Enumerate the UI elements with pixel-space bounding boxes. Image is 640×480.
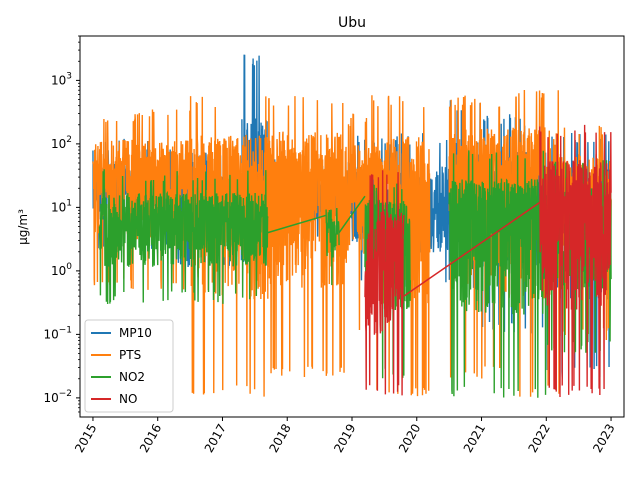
series-no bbox=[364, 124, 612, 398]
chart-title: Ubu bbox=[338, 15, 366, 31]
legend-label-pts: PTS bbox=[119, 348, 141, 362]
legend-label-no: NO bbox=[119, 392, 137, 406]
legend-label-mp10: MP10 bbox=[119, 326, 152, 340]
series-connector-no2-0 bbox=[267, 214, 327, 234]
y-axis-label: µg/m³ bbox=[16, 209, 30, 245]
y-tick-label: 100 bbox=[51, 262, 72, 278]
series-connector-no2-1 bbox=[338, 195, 366, 234]
legend-box bbox=[84, 319, 174, 413]
y-tick-label: 103 bbox=[51, 71, 72, 87]
series-connector-no-0 bbox=[403, 201, 541, 297]
series-line-no bbox=[364, 124, 612, 398]
legend-label-no2: NO2 bbox=[119, 370, 145, 384]
y-tick-label: 101 bbox=[51, 198, 72, 214]
legend: MP10 PTS NO2 NO bbox=[84, 319, 174, 413]
y-tick-label: 10−1 bbox=[43, 325, 72, 341]
series-layer bbox=[92, 54, 612, 398]
y-tick-label: 10−2 bbox=[43, 389, 72, 405]
y-tick-label: 102 bbox=[51, 135, 72, 151]
y-axis: 10−2 10−1 100 101 102 103 bbox=[43, 35, 80, 413]
